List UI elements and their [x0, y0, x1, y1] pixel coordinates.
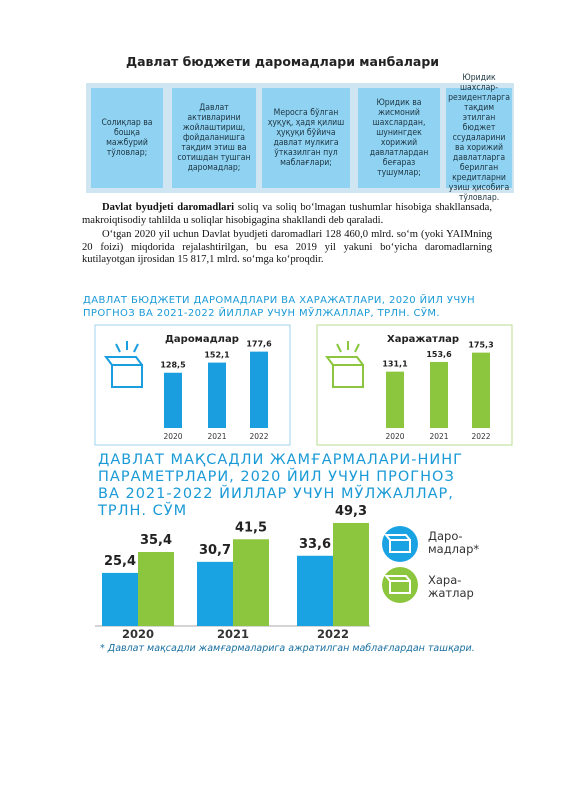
x-tick-label: 2020 — [122, 627, 154, 641]
bar — [297, 555, 333, 626]
value-label: 41,5 — [235, 520, 267, 535]
legend-label: Даро-мадлар* — [428, 529, 480, 556]
x-tick-label: 2022 — [317, 627, 349, 641]
source-box: Давлат активларини жойлаштириш, фойдалан… — [172, 88, 256, 188]
chart-heading: ДАВЛАТ БЮДЖЕТИ ДАРОМАДЛАРИ ВА ХАРАЖАТЛАР… — [83, 295, 476, 319]
chart-title: Даромадлар — [165, 334, 239, 345]
bar — [164, 372, 182, 428]
paragraph: Davlat byudjeti daromadlari soliq va sol… — [82, 202, 492, 227]
value-label: 128,5 — [160, 361, 186, 370]
paragraph: O‘tgan 2020 yil uchun Davlat byudjeti da… — [82, 229, 492, 265]
source-box: Меросга бўлган ҳуқуқ, ҳадя қилиш ҳуқуқи … — [262, 88, 350, 188]
chart-title: ДАВЛАТ МАҚСАДЛИ ЖАМҒАРМАЛАРИ-НИНГ ПАРАМЕ… — [98, 452, 464, 519]
bar — [138, 552, 174, 626]
bar — [386, 371, 404, 428]
x-tick-label: 2021 — [207, 432, 226, 441]
value-label: 131,1 — [382, 360, 408, 369]
legend-icon — [382, 526, 418, 603]
x-tick-label: 2021 — [429, 432, 448, 441]
value-label: 177,6 — [246, 340, 272, 349]
legend-label: Хара-жатлар — [428, 573, 474, 600]
bar — [197, 561, 233, 626]
source-box: Юридик шахслар-резидентларга тақдим этил… — [446, 73, 512, 203]
value-label: 49,3 — [335, 504, 367, 519]
value-label: 35,4 — [140, 533, 172, 548]
bar — [250, 351, 268, 428]
bar — [472, 352, 490, 428]
bar — [333, 522, 369, 626]
x-tick-label: 2022 — [471, 432, 490, 441]
source-box: Солиқлар ва бошқа мажбурий тўловлар; — [91, 88, 163, 188]
value-label: 25,4 — [104, 554, 136, 569]
value-label: 153,6 — [426, 350, 452, 359]
icon — [104, 341, 143, 388]
chart-frame — [316, 324, 513, 446]
chart-title: Харажатлар — [387, 334, 459, 345]
x-tick-label: 2020 — [163, 432, 182, 441]
heading: Давлат бюджети даромадлари манбалари — [125, 54, 440, 69]
icon — [325, 341, 364, 388]
source-box: Юридик ва жисмоний шахслардан, шунингдек… — [358, 88, 440, 188]
x-tick-label: 2022 — [249, 432, 268, 441]
footnote: * Давлат мақсадли жамғармаларига ажратил… — [100, 643, 475, 654]
x-tick-label: 2020 — [385, 432, 404, 441]
bar — [233, 539, 269, 626]
value-label: 30,7 — [199, 543, 231, 558]
x-tick-label: 2021 — [217, 627, 249, 641]
value-label: 175,3 — [468, 341, 493, 350]
paragraph-text: soliq va soliq bo‘lmagan tushumlar hisob… — [82, 202, 492, 226]
bold-term: Davlat byudjeti daromadlari — [102, 202, 235, 213]
value-label: 152,1 — [204, 351, 230, 360]
value-label: 33,6 — [299, 537, 331, 552]
bar — [102, 572, 138, 626]
bar — [208, 362, 226, 428]
bar — [430, 361, 448, 428]
chart-frame — [94, 324, 291, 446]
